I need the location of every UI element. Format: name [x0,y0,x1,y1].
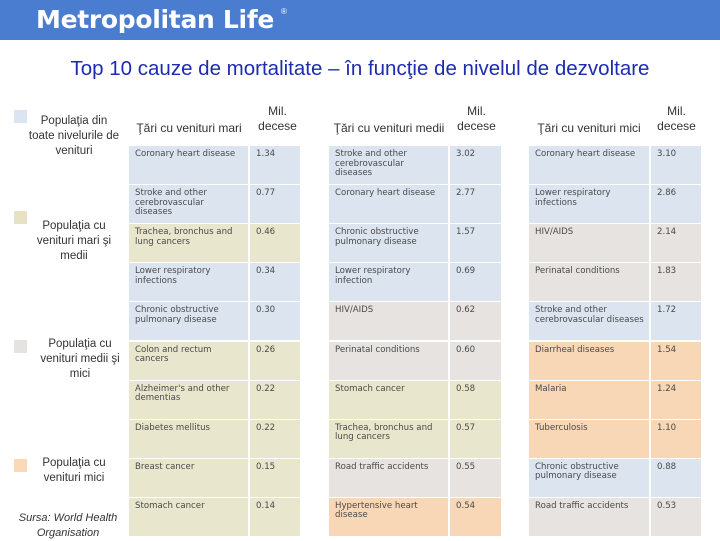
deaths-cell-middle: 0.58 [450,380,501,419]
deaths-heading-high: Mil. decese [258,104,297,133]
cause-cell-middle: Stomach cancer [329,380,448,419]
cause-cell-high: Stroke and other cerebrovascular disease… [129,185,248,224]
cause-cell-high: Colon and rectum cancers [129,341,248,380]
cause-cell-middle: Coronary heart disease [329,185,448,224]
deaths-cell-low: 1.54 [651,341,701,380]
cause-cell-middle: HIV/AIDS [329,302,448,341]
deaths-heading-middle: Mil. decese [457,104,496,133]
legend-swatch-low [14,459,27,472]
cause-cell-low: Coronary heart disease [529,146,649,184]
deaths-cell-low: 0.53 [651,497,701,536]
legend-swatch-all [14,110,27,123]
deaths-cell-low: 0.88 [651,458,701,497]
header-bar: Metropolitan Life ® [0,0,720,40]
deaths-cell-middle: 2.77 [450,185,501,224]
legend-swatch-high [14,211,27,224]
deaths-cell-middle: 0.60 [450,341,501,380]
deaths-cell-high: 0.22 [250,419,300,458]
cause-cell-middle: Chronic obstructive pulmonary disease [329,224,448,263]
cause-cell-low: HIV/AIDS [529,224,649,263]
cause-cell-middle: Perinatal conditions [329,341,448,380]
legend-label-all: Populaţia din toate nivelurile de venitu… [28,115,120,157]
column-heading-high: Ţări cu venituri mari [136,121,242,135]
deaths-cell-low: 2.86 [651,185,701,224]
legend-label-middle: Populaţia cu venituri medii şi mici [40,338,120,380]
legend-label-high: Populaţia cu venituri mari şi medii [36,220,112,262]
deaths-heading-low: Mil. decese [657,104,696,133]
cause-cell-low: Chronic obstructive pulmonary disease [529,458,649,497]
cause-cell-middle: Stroke and other cerebrovascular disease… [329,146,448,184]
deaths-cell-low: 3.10 [651,146,701,184]
deaths-cell-high: 0.22 [250,380,300,419]
cause-cell-high: Lower respiratory infections [129,263,248,302]
deaths-cell-low: 1.72 [651,302,701,341]
cause-cell-middle: Road traffic accidents [329,458,448,497]
deaths-cell-middle: 0.62 [450,302,501,341]
cause-cell-middle: Trachea, bronchus and lung cancers [329,419,448,458]
cause-cell-high: Trachea, bronchus and lung cancers [129,224,248,263]
deaths-cell-high: 0.26 [250,341,300,380]
column-heading-middle: Ţări cu venituri medii [333,121,445,135]
deaths-cell-middle: 0.69 [450,263,501,302]
registered-mark: ® [281,7,287,16]
column-heading-low: Ţări cu venituri mici [537,121,641,135]
slide-title: Top 10 cauze de mortalitate – în funcţie… [70,57,650,80]
legend-swatch-middle [14,340,27,353]
cause-cell-low: Stroke and other cerebrovascular disease… [529,302,649,341]
legend-label-low: Populaţia cu venituri mici [42,457,106,484]
cause-cell-high: Breast cancer [129,458,248,497]
deaths-cell-low: 1.24 [651,380,701,419]
cause-cell-low: Perinatal conditions [529,263,649,302]
cause-cell-low: Lower respiratory infections [529,185,649,224]
deaths-cell-middle: 1.57 [450,224,501,263]
cause-cell-low: Diarrheal diseases [529,341,649,380]
deaths-cell-low: 1.83 [651,263,701,302]
deaths-cell-high: 1.34 [250,146,300,184]
cause-cell-low: Tuberculosis [529,419,649,458]
deaths-cell-high: 0.14 [250,497,300,536]
deaths-cell-high: 0.34 [250,263,300,302]
cause-cell-low: Malaria [529,380,649,419]
deaths-cell-middle: 0.57 [450,419,501,458]
deaths-cell-low: 2.14 [651,224,701,263]
deaths-cell-high: 0.30 [250,302,300,341]
cause-cell-high: Diabetes mellitus [129,419,248,458]
cause-cell-low: Road traffic accidents [529,497,649,536]
cause-cell-high: Alzheimer's and other dementias [129,380,248,419]
cause-cell-high: Chronic obstructive pulmonary disease [129,302,248,341]
source-note: Sursa: World Health Organisation [18,512,118,539]
deaths-cell-high: 0.77 [250,185,300,224]
cause-cell-middle: Lower respiratory infection [329,263,448,302]
deaths-cell-middle: 0.54 [450,497,501,536]
deaths-cell-middle: 0.55 [450,458,501,497]
deaths-cell-high: 0.46 [250,224,300,263]
cause-cell-high: Stomach cancer [129,497,248,536]
cause-cell-middle: Hypertensive heart disease [329,497,448,536]
deaths-cell-low: 1.10 [651,419,701,458]
deaths-cell-middle: 3.02 [450,146,501,184]
brand-logo: Metropolitan Life [36,5,275,34]
deaths-cell-high: 0.15 [250,458,300,497]
cause-cell-high: Coronary heart disease [129,146,248,184]
